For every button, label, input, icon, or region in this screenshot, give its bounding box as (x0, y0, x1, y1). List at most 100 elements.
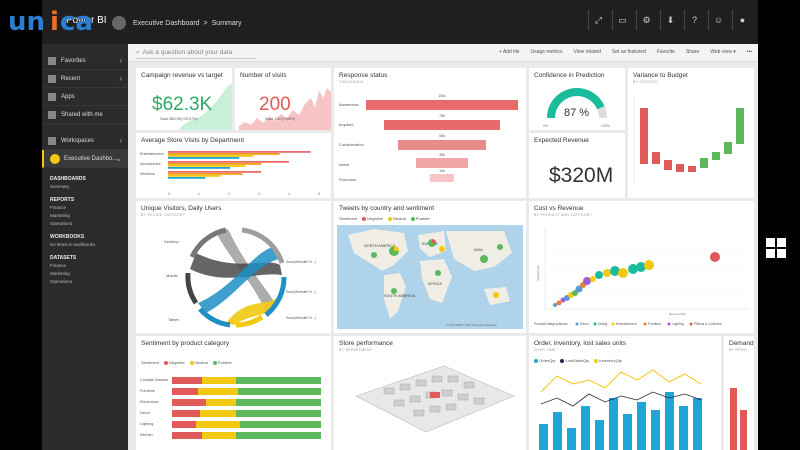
gear-icon[interactable]: ⚙ (636, 10, 656, 30)
breadcrumb-dashboard[interactable]: Executive Dashboard (133, 19, 200, 27)
legend-inventory: InventoryQty (594, 358, 622, 363)
y-axis-title: Sales(Cust) (536, 265, 540, 281)
legend-item: Decor (580, 322, 590, 326)
nav-link-report-operations[interactable]: Operations (50, 221, 73, 226)
clock-icon (48, 74, 56, 83)
tile-campaign-revenue[interactable]: Campaign revenue vs target $62.3K Goal: … (136, 68, 232, 130)
tile-number-of-visits[interactable]: Number of visits 200 Goal: 100 (+100%) (235, 68, 331, 130)
gauge-min: 0% (543, 124, 548, 128)
gauge-fill (547, 88, 605, 119)
axis-tick: 4 (288, 192, 290, 196)
share-button[interactable]: Share (685, 49, 700, 55)
cost-revenue-scatter: Sales(Cust) Revenue(M) ProductCategoryNa… (534, 227, 749, 326)
smile-icon[interactable]: ☺ (708, 10, 728, 30)
tile-title: Tweets by country and sentiment (339, 205, 435, 212)
sidebar-item-apps[interactable]: Apps (42, 88, 128, 106)
add-tile-button[interactable]: + Add tile (498, 49, 520, 55)
axis-tick: 3 (258, 192, 260, 196)
dashboard-toolbar: ⌕ Ask a question about your data + Add ti… (128, 44, 758, 62)
floor-plate (355, 365, 515, 433)
usage-metrics-button[interactable]: Usage metrics (530, 49, 563, 55)
waterfall-bar (676, 164, 684, 172)
store-visits-bar (168, 163, 261, 165)
tile-cost-revenue[interactable]: Cost vs Revenue BY PRODUCT AND CATEGORY … (529, 201, 754, 333)
view-related-button[interactable]: View related (573, 49, 601, 55)
legend-item: Entertainment (616, 322, 637, 326)
funnel-value: 55k (439, 134, 445, 138)
tile-store-performance[interactable]: Store performance BY DEPARTMENT (334, 336, 526, 450)
web-view-dropdown[interactable]: Web view ▾ (710, 49, 736, 55)
tile-title: Unique Visitors, Daily Users (141, 205, 222, 212)
set-featured-button[interactable]: Set as featured (611, 49, 646, 55)
sidebar-item-shared[interactable]: Shared with me (42, 106, 128, 124)
tile-sentiment-category[interactable]: Sentiment by product category Sentiment … (136, 336, 331, 450)
chord-label: Sum(Website Vi...) (286, 290, 316, 294)
sidebar-item-favorites[interactable]: Favorites › (42, 52, 128, 70)
tile-unique-visitors[interactable]: Unique Visitors, Daily Users BY DEVICE C… (136, 201, 331, 333)
confidence-gauge: 0% 100% (543, 88, 610, 128)
favorite-button[interactable]: Favorite (656, 49, 675, 55)
tile-title: Confidence in Prediction (534, 72, 605, 79)
unica-logo: un i ca (6, 6, 106, 36)
bar-row-label: Accessories (140, 162, 161, 166)
tile-subtitle: THOUSANDS (339, 80, 364, 84)
comment-icon[interactable]: ▭ (612, 10, 632, 30)
sidebar-item-recent[interactable]: Recent › (42, 70, 128, 88)
sidebar-item-executive-dashboard[interactable]: Executive Dashbo... ⌄ (42, 150, 128, 168)
nav-link-report-finance[interactable]: Finance (50, 205, 67, 210)
chord-chart: Desktop Mobile Tablet Sum(Website Vi...)… (164, 227, 316, 328)
group-heading-reports: REPORTS (50, 197, 75, 203)
chord-label: Sum(Website Vi...) (286, 260, 316, 264)
svg-text:un: un (8, 7, 45, 36)
visits-goal: Goal: 100 (+100%) (265, 117, 296, 121)
nav-link-summary[interactable]: Summary (50, 184, 70, 189)
tile-title: Campaign revenue vs target (141, 72, 223, 79)
expand-icon[interactable]: ⤢ (588, 10, 608, 30)
tile-demand[interactable]: Demand BY PROD (724, 336, 754, 450)
workspaces-icon (48, 136, 56, 145)
breadcrumb-summary[interactable]: Summary (211, 19, 242, 27)
tile-subtitle: BY DEVICE CATEGORY (141, 213, 186, 217)
tile-store-visits[interactable]: Average Store Visits by Department Enter… (136, 133, 331, 198)
help-icon[interactable]: ? (684, 10, 704, 30)
tile-order-inventory[interactable]: Order, inventory, lost sales units OVER … (529, 336, 721, 450)
legend-item: Furniture (648, 322, 661, 326)
user-icon[interactable]: ● (732, 10, 752, 30)
nav-link-dataset-marketing[interactable]: Marketing (50, 271, 70, 276)
sidebar-item-label: Apps (61, 93, 75, 100)
nav-link-report-marketing[interactable]: Marketing (50, 213, 70, 218)
waterfall-bar (652, 152, 660, 164)
header-bar: Power BI Executive Dashboard > Summary ⤢… (42, 0, 758, 44)
tile-variance-budget[interactable]: Variance to Budget BY COUNTRY (628, 68, 754, 198)
more-options-button[interactable]: ••• (746, 49, 752, 55)
legend-title: ProductCategoryName (534, 322, 568, 326)
chord-arc (189, 227, 227, 259)
workbooks-empty-text: No items in workbooks (50, 242, 96, 247)
tile-tweets-map[interactable]: Tweets by country and sentiment Sentimen… (334, 201, 526, 333)
nav-sidebar: Favorites › Recent › Apps Shared with me W… (42, 44, 128, 450)
axis-tick: 2 (228, 192, 230, 196)
nav-link-dataset-operations[interactable]: Operations (50, 279, 73, 284)
sentiment-stacked-bars: Cocktail Glasses Furniture Electronics D… (140, 377, 321, 439)
chord-arc (185, 272, 199, 305)
funnel-bar-intent (416, 158, 468, 168)
funnel-value: 35k (439, 153, 445, 157)
chord-ribbon (226, 297, 278, 325)
tile-confidence[interactable]: Confidence in Prediction 0% 100% 87 % (529, 68, 625, 130)
qna-box[interactable]: ⌕ Ask a question about your data (136, 47, 256, 59)
order-bars (539, 392, 702, 450)
tile-expected-revenue[interactable]: Expected Revenue $320M (529, 133, 625, 198)
bar-row-label: Entertainment (140, 152, 165, 156)
scatter-points (553, 252, 720, 307)
chevron-right-icon: › (119, 136, 122, 145)
chevron-right-icon: › (119, 56, 122, 65)
download-icon[interactable]: ⬇ (660, 10, 680, 30)
tile-response-status[interactable]: Response status THOUSANDS Awareness Inqu… (334, 68, 526, 198)
workspace-icon[interactable] (112, 16, 126, 30)
sidebar-item-workspaces[interactable]: Workspaces › (42, 132, 128, 150)
unica-wordmark: un i ca (8, 7, 93, 36)
map-land-north-america (348, 229, 408, 271)
map-label: AFRICA (428, 282, 442, 286)
apps-icon (48, 92, 56, 101)
nav-link-dataset-finance[interactable]: Finance (50, 263, 67, 268)
